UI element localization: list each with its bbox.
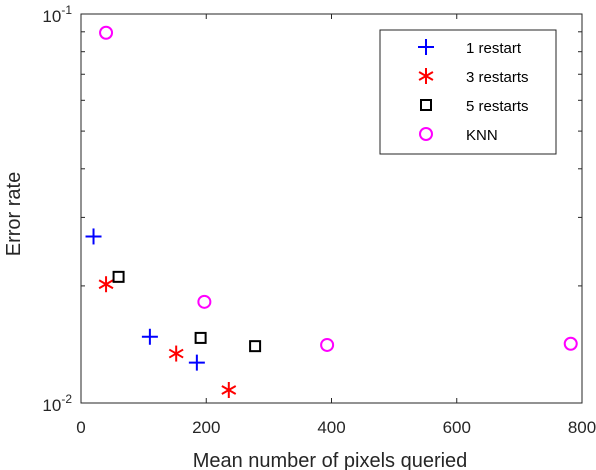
legend-label: KNN [466,127,498,144]
legend-label: 1 restart [466,40,522,57]
legend-marker-circle [419,127,433,141]
x-tick-label: 0 [76,418,85,437]
x-tick-label: 200 [192,418,220,437]
legend: 1 restart 3 restarts 5 restarts KNN [379,29,557,155]
legend-label: 3 restarts [466,69,529,86]
y-tick-label: 10-1 [42,3,72,26]
x-tick-label: 400 [317,418,345,437]
legend-label: 5 restarts [466,98,529,115]
tick-labels: 0 200 400 600 800 10-2 10-1 [42,3,596,437]
point-square-2 [249,340,262,353]
point-square-1 [194,331,207,344]
point-square-0 [112,270,125,283]
y-tick-label: 10-2 [42,392,72,415]
point-circle-3 [563,336,578,351]
point-asterisk-1 [168,345,184,362]
axes [80,13,583,404]
point-circle-1 [197,294,212,309]
x-tick-label: 600 [443,418,471,437]
x-tick-label: 800 [568,418,596,437]
y-axis-label: Error rate [3,172,25,256]
legend-marker-square [420,99,432,111]
point-plus-2 [188,354,205,371]
legend-box [379,29,557,155]
point-circle-0 [99,25,114,40]
point-circle-2 [320,337,335,352]
point-asterisk-2 [221,381,237,398]
legend-marker-asterisk [418,68,434,84]
x-axis-label: Mean number of pixels queried [193,450,468,470]
point-plus-0 [85,228,102,245]
point-asterisk-0 [98,276,114,293]
point-plus-1 [141,328,158,345]
legend-marker-plus [418,39,434,55]
data-points [85,25,578,398]
